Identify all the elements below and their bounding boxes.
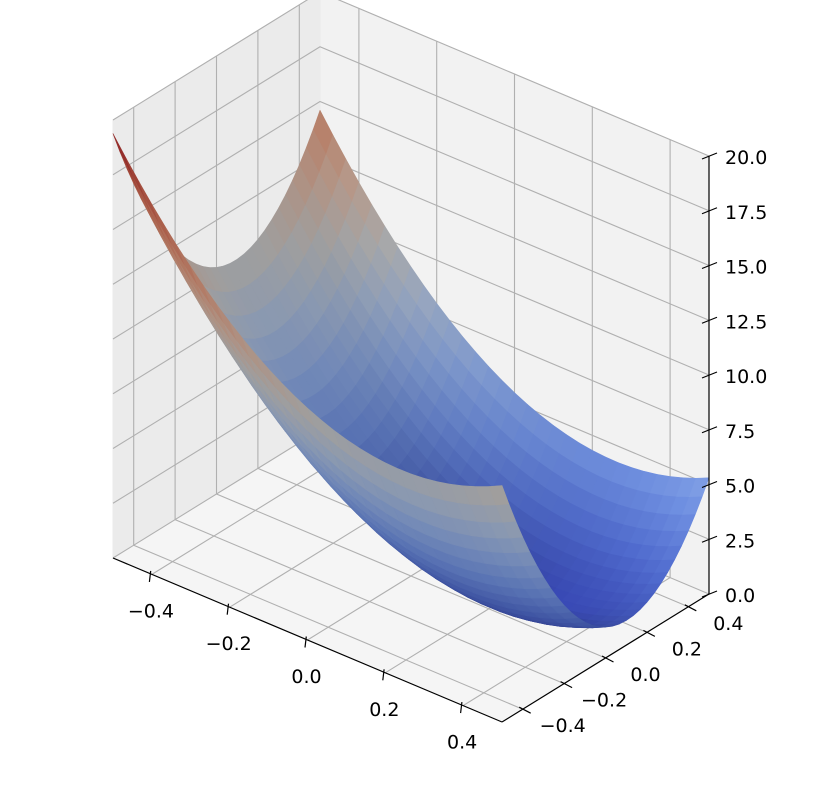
x-tick [148, 570, 152, 582]
z-tick-label: 15.0 [725, 257, 767, 279]
y-tick-label: 0.2 [672, 638, 702, 660]
x-tick-label: 0.0 [291, 666, 321, 688]
z-tick [701, 261, 718, 270]
grid-line-z [112, 0, 710, 157]
z-tick [701, 590, 718, 598]
y-tick-label: 0.0 [630, 664, 660, 686]
y-tick [560, 681, 573, 689]
x-tick [304, 636, 307, 648]
z-tick [701, 371, 718, 379]
z-tick [701, 480, 718, 489]
y-tick-label: 0.4 [713, 613, 743, 635]
x-axis-line [112, 557, 503, 723]
z-tick [701, 152, 718, 160]
x-tick-label: 0.2 [369, 699, 399, 721]
grid-line-z [112, 46, 710, 212]
y-tick [601, 655, 614, 663]
z-tick-label: 0.0 [725, 585, 755, 607]
x-tick [460, 702, 463, 714]
x-tick [382, 669, 385, 681]
z-tick-label: 7.5 [725, 421, 755, 443]
tick-marks [148, 152, 718, 714]
y-tick-label: −0.4 [540, 715, 586, 737]
x-tick-label: −0.2 [206, 633, 252, 655]
x-tick-label: 0.4 [447, 732, 477, 754]
surface [112, 109, 710, 629]
z-tick [701, 207, 718, 215]
z-tick-label: 17.5 [725, 202, 767, 224]
z-tick [701, 426, 718, 434]
z-tick-label: 20.0 [725, 147, 767, 169]
y-tick [643, 629, 656, 637]
z-tick [701, 316, 718, 324]
y-tick-label: −0.2 [581, 690, 627, 712]
surface-facet [488, 485, 510, 506]
x-tick-label: −0.4 [128, 600, 174, 622]
y-tick [684, 604, 697, 612]
z-tick-label: 5.0 [725, 476, 755, 498]
grid-line-z [112, 100, 710, 267]
z-tick-label: 2.5 [725, 530, 755, 552]
z-tick [701, 535, 718, 543]
z-tick-label: 12.5 [725, 311, 767, 333]
tick-labels: −0.4−0.20.00.20.4−0.4−0.20.00.20.40.02.5… [128, 147, 767, 754]
y-tick [518, 706, 531, 714]
z-tick-label: 10.0 [725, 366, 767, 388]
x-tick [226, 603, 230, 615]
